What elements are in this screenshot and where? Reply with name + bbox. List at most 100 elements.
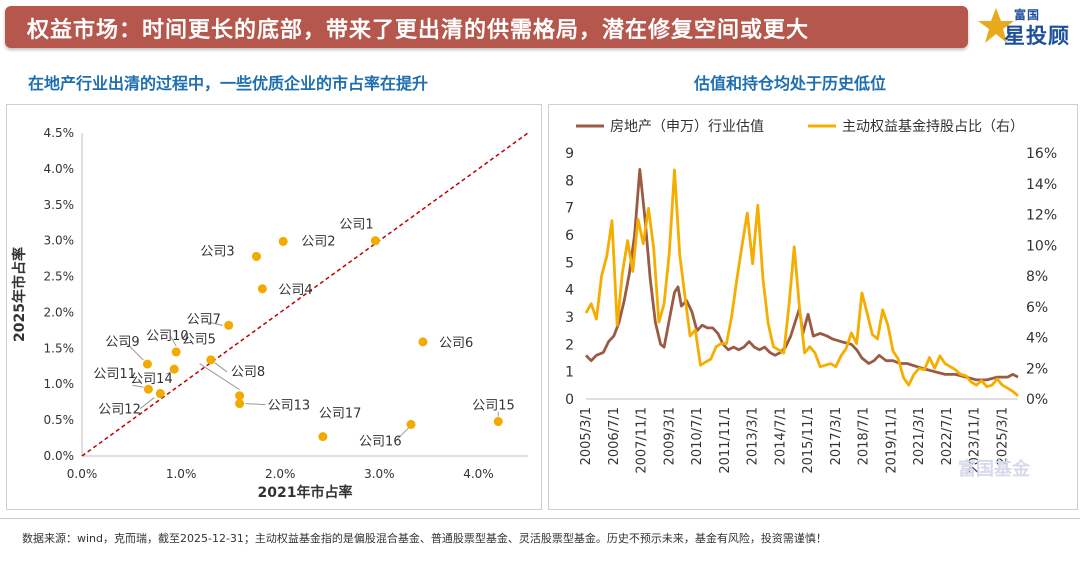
line-x-tick-label: 2025/3/1 [995, 407, 1010, 465]
scatter-point-label: 公司5 [182, 333, 216, 348]
line-x-tick-label: 2007/11/1 [635, 407, 650, 474]
brand-logo: 富国 星投顾 [976, 4, 1076, 52]
scatter-x-tick-label: 0.0% [67, 467, 98, 481]
page-title: 权益市场：时间更长的底部，带来了更出清的供需格局，潜在修复空间或更大 [27, 18, 810, 43]
scatter-y-tick-label: 0.5% [44, 413, 75, 427]
line-left-y-tick-label: 6 [565, 228, 574, 244]
scatter-point-label: 公司8 [231, 365, 265, 380]
line-x-tick-label: 2018/7/1 [857, 407, 872, 465]
line-x-tick-label: 2005/3/1 [579, 407, 594, 465]
scatter-point [318, 432, 328, 442]
line-right-y-tick-label: 16% [1026, 146, 1057, 162]
line-left-y-tick-label: 5 [565, 255, 574, 271]
scatter-point-label: 公司4 [278, 283, 312, 298]
scatter-y-tick-label: 4.0% [44, 162, 75, 176]
line-left-y-tick-label: 3 [565, 310, 574, 326]
scatter-point [224, 320, 234, 330]
point-leader-line [169, 335, 177, 347]
line-x-tick-label: 2014/7/1 [773, 407, 788, 465]
scatter-point-label: 公司15 [472, 399, 515, 414]
scatter-point [418, 337, 428, 347]
line-x-tick-label: 2015/11/1 [801, 407, 816, 474]
point-leader-line [199, 363, 240, 391]
line-left-y-tick-label: 2 [565, 337, 574, 353]
line-left-y-tick-label: 1 [565, 365, 574, 381]
line-x-tick-label: 2010/7/1 [690, 407, 705, 465]
scatter-point [251, 251, 261, 261]
right-chart-subtitle: 估值和持仓均处于历史低位 [694, 74, 887, 93]
scatter-point [257, 284, 267, 294]
line-x-tick-label: 2022/7/1 [940, 407, 955, 465]
scatter-point-label: 公司13 [268, 399, 311, 414]
scatter-point [169, 364, 179, 374]
line-x-tick-label: 2006/7/1 [607, 407, 622, 465]
line-x-tick-label: 2023/11/1 [968, 407, 983, 474]
left-chart-subtitle: 在地产行业出清的过程中，一些优质企业的市占率在提升 [28, 74, 429, 93]
point-leader-line [245, 403, 266, 406]
scatter-point-label: 公司17 [319, 407, 362, 422]
line-right-y-tick-label: 12% [1026, 208, 1057, 224]
scatter-point-label: 公司9 [105, 335, 139, 350]
line-x-tick-label: 2009/3/1 [662, 407, 677, 465]
scatter-point-label: 公司7 [187, 312, 221, 327]
legend-label-valuation: 房地产（申万）行业估值 [610, 119, 764, 135]
scatter-point [142, 359, 152, 369]
scatter-point-label: 公司10 [146, 329, 189, 344]
title-bar: 权益市场：时间更长的底部，带来了更出清的供需格局，潜在修复空间或更大 [5, 6, 968, 48]
line-right-y-tick-label: 4% [1026, 331, 1048, 347]
data-source-footnote: 数据来源：wind，克而瑞，截至2025-12-31；主动权益基金指的是偏股混合… [22, 532, 827, 545]
scatter-point-label: 公司16 [359, 434, 402, 449]
line-left-y-tick-label: 9 [565, 146, 574, 162]
line-right-y-tick-label: 10% [1026, 238, 1057, 254]
scatter-x-axis-label: 2021年市占率 [258, 484, 353, 501]
scatter-point-label: 公司12 [98, 403, 141, 418]
line-x-tick-label: 2017/3/1 [829, 407, 844, 465]
scatter-point-label: 公司3 [200, 244, 234, 259]
scatter-point [206, 355, 216, 365]
line-x-tick-label: 2019/11/1 [884, 407, 899, 474]
right-chart-panel [548, 104, 1078, 510]
scatter-y-tick-label: 0.0% [44, 449, 75, 463]
line-right-y-tick-label: 2% [1026, 361, 1048, 377]
scatter-point-label: 公司6 [439, 336, 473, 351]
scatter-y-tick-label: 2.0% [44, 305, 75, 319]
scatter-point-label: 公司1 [339, 218, 373, 233]
scatter-y-tick-label: 3.5% [44, 198, 75, 212]
point-leader-line [204, 320, 223, 326]
scatter-y-tick-label: 1.0% [44, 377, 75, 391]
scatter-point-label: 公司11 [93, 367, 136, 382]
watermark-text: 富国基金 [958, 458, 1031, 480]
line-right-y-tick-label: 0% [1026, 392, 1048, 408]
scatter-x-tick-label: 4.0% [463, 467, 494, 481]
fund-holding-ratio-line [584, 168, 1019, 397]
scatter-point [370, 236, 380, 246]
real-estate-valuation-line [584, 168, 1019, 382]
line-left-y-tick-label: 8 [565, 173, 574, 189]
left-chart-panel [6, 104, 542, 510]
point-leader-line [396, 427, 410, 440]
scatter-y-tick-label: 3.0% [44, 234, 75, 248]
scatter-x-tick-label: 2.0% [265, 467, 296, 481]
point-leader-line [139, 397, 155, 409]
scatter-point [155, 389, 165, 399]
point-leader-line [214, 362, 228, 373]
footer-divider [0, 518, 1080, 519]
line-right-y-tick-label: 8% [1026, 269, 1048, 285]
scatter-y-tick-label: 1.5% [44, 341, 75, 355]
line-x-tick-label: 2011/11/1 [718, 407, 733, 474]
point-leader-line [125, 341, 144, 361]
scatter-point [235, 399, 245, 409]
scatter-point [171, 347, 181, 357]
line-left-y-tick-label: 7 [565, 201, 574, 217]
line-x-tick-label: 2013/3/1 [746, 407, 761, 465]
scatter-y-axis-label: 2025年市占率 [11, 247, 28, 342]
scatter-point [493, 417, 503, 427]
logo-small-text: 富国 [1014, 8, 1041, 22]
line-left-y-tick-label: 4 [565, 283, 574, 299]
line-left-y-tick-label: 0 [565, 392, 574, 408]
scatter-point [143, 384, 153, 394]
line-right-y-tick-label: 6% [1026, 300, 1048, 316]
scatter-y-tick-label: 4.5% [44, 126, 75, 140]
